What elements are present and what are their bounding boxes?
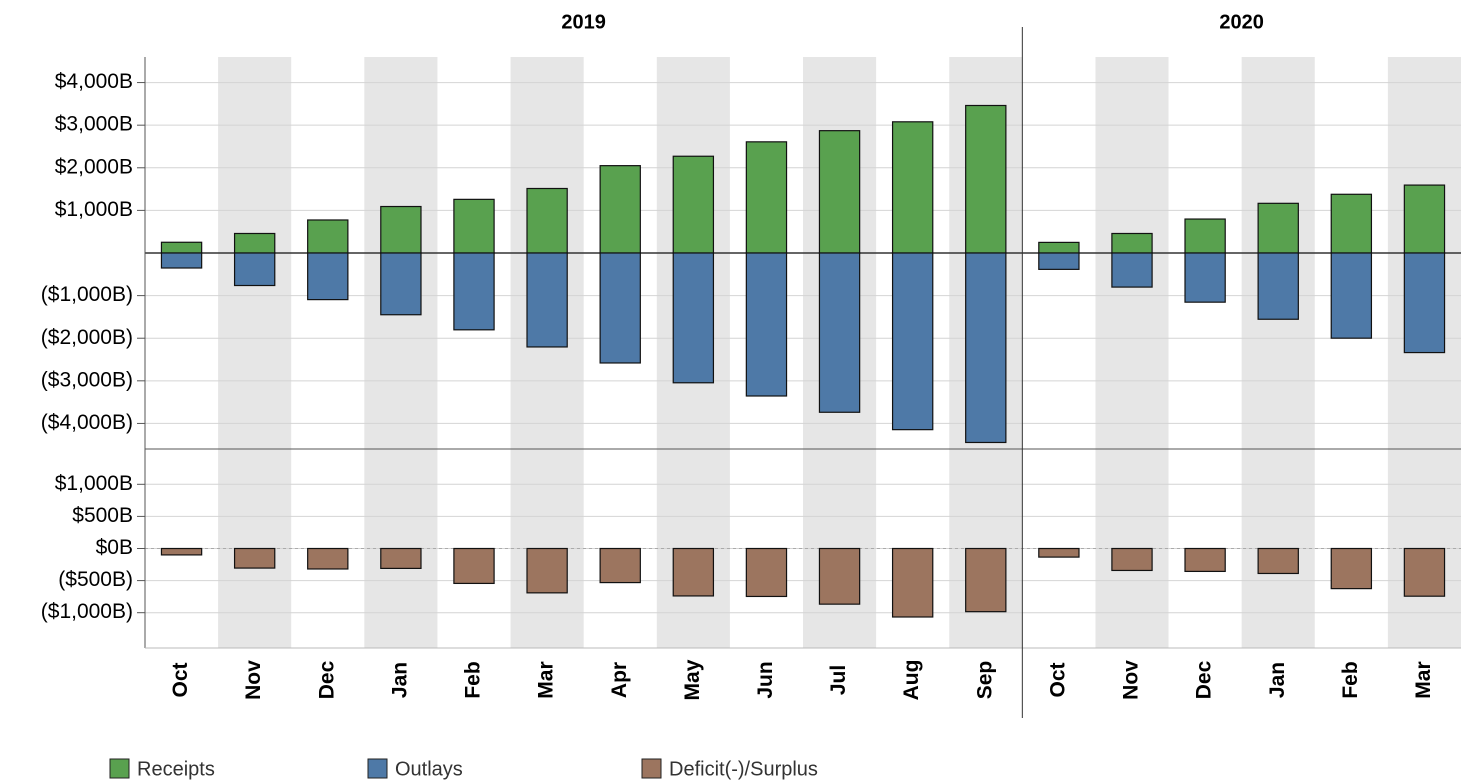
bar <box>818 547 861 605</box>
x-tick-label: Nov <box>242 660 265 700</box>
bar <box>745 547 788 598</box>
bar <box>1330 252 1373 339</box>
x-tick-label: May <box>681 659 704 700</box>
y-tick-label: ($3,000B) <box>41 368 133 391</box>
x-tick-label: Jan <box>388 662 411 698</box>
y-tick-label: ($1,000B) <box>41 600 133 623</box>
x-tick-label: Jan <box>1266 662 1289 698</box>
bar <box>745 141 788 254</box>
bar <box>891 121 934 254</box>
bar <box>453 547 495 585</box>
bar <box>233 252 276 287</box>
bar <box>1038 547 1080 558</box>
bar <box>599 252 641 364</box>
x-tick-label: Mar <box>535 661 558 698</box>
bar <box>1038 252 1080 270</box>
bar <box>818 252 861 413</box>
bar <box>1403 184 1446 254</box>
bar <box>453 252 495 331</box>
legend-label: Outlays <box>395 758 463 780</box>
bar <box>1184 252 1226 303</box>
bar <box>307 219 349 254</box>
x-tick-label: Sep <box>973 661 996 700</box>
legend-label: Receipts <box>137 758 215 780</box>
bar <box>1184 218 1226 254</box>
bar <box>891 547 934 618</box>
legend-swatch <box>367 758 388 779</box>
x-tick-label: Nov <box>1120 660 1143 700</box>
x-tick-label: Jun <box>754 661 777 698</box>
bar <box>818 130 861 254</box>
y-tick-label: $1,000B <box>55 198 133 221</box>
x-tick-label: Dec <box>315 660 338 699</box>
bar <box>233 547 276 569</box>
bar <box>745 252 788 397</box>
bar <box>672 547 715 597</box>
bar <box>380 205 422 254</box>
x-tick-label: Oct <box>1046 662 1069 697</box>
bar <box>526 547 568 594</box>
bar <box>380 547 422 569</box>
bar <box>965 104 1007 254</box>
y-tick-label: ($1,000B) <box>41 283 133 306</box>
x-tick-label: Oct <box>169 662 192 697</box>
y-tick-label: $0B <box>96 536 133 559</box>
y-tick-label: $500B <box>72 504 133 527</box>
x-tick-label: Feb <box>462 661 485 698</box>
x-tick-label: Aug <box>900 660 923 701</box>
y-tick-label: ($2,000B) <box>41 326 133 349</box>
year-label: 2019 <box>561 11 606 33</box>
bar <box>1257 547 1299 575</box>
bar <box>1330 193 1373 254</box>
bar <box>453 198 495 254</box>
bar <box>965 547 1007 613</box>
x-tick-label: Dec <box>1193 660 1216 699</box>
bar <box>526 252 568 348</box>
y-tick-label: $2,000B <box>55 155 133 178</box>
bar <box>672 155 715 254</box>
y-tick-label: ($500B) <box>58 568 133 591</box>
bar <box>233 232 276 254</box>
bar <box>599 165 641 254</box>
bar <box>1038 241 1080 254</box>
bar <box>307 252 349 301</box>
y-tick-label: $1,000B <box>55 472 133 495</box>
bar <box>1111 547 1153 572</box>
y-tick-label: $3,000B <box>55 113 133 136</box>
bar <box>160 547 203 556</box>
bar <box>160 241 203 254</box>
bar <box>307 547 349 570</box>
y-tick-label: ($4,000B) <box>41 411 133 434</box>
bar <box>672 252 715 384</box>
x-tick-label: Apr <box>608 662 631 698</box>
bar <box>526 187 568 254</box>
legend-swatch <box>109 758 130 779</box>
bar <box>160 252 203 269</box>
legend-label: Deficit(-)/Surplus <box>669 758 818 780</box>
bar <box>1111 252 1153 288</box>
bar <box>380 252 422 316</box>
bar <box>1257 252 1299 320</box>
bar <box>1111 232 1153 254</box>
y-tick-label: $4,000B <box>55 70 133 93</box>
x-tick-label: Jul <box>827 665 850 695</box>
bar <box>1330 547 1373 590</box>
bar <box>965 252 1007 444</box>
x-tick-label: Feb <box>1339 661 1362 698</box>
bar <box>1403 547 1446 597</box>
bar <box>891 252 934 431</box>
bar <box>1257 202 1299 254</box>
legend-swatch <box>641 758 662 779</box>
bar <box>1184 547 1226 573</box>
bar <box>1403 252 1446 354</box>
x-tick-label: Mar <box>1412 661 1435 698</box>
year-label: 2020 <box>1219 11 1264 33</box>
bar <box>599 547 641 584</box>
